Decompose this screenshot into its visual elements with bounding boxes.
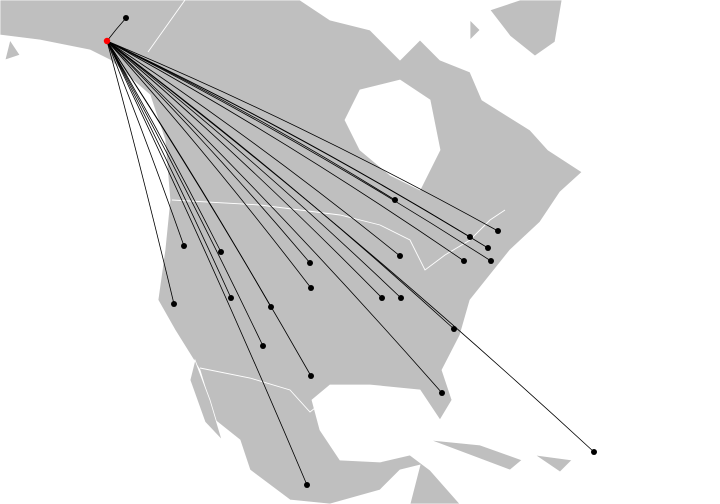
- destination-marker: [379, 295, 385, 301]
- destination-marker: [495, 228, 501, 234]
- baja: [189, 358, 223, 441]
- destination-marker: [218, 249, 224, 255]
- destination-marker: [171, 301, 177, 307]
- route-line: [106, 40, 312, 377]
- greenland: [489, 0, 563, 57]
- destination-marker: [451, 326, 457, 332]
- destination-marker: [260, 343, 266, 349]
- destination-marker: [304, 482, 310, 488]
- destination-marker: [307, 260, 313, 266]
- routes: [106, 17, 595, 486]
- route-line: [106, 40, 264, 347]
- origin-marker: [103, 37, 111, 45]
- route-line: [106, 40, 232, 299]
- route-line: [106, 40, 492, 262]
- route-line: [106, 40, 185, 247]
- destination-marker: [439, 390, 445, 396]
- route-line: [106, 40, 311, 264]
- route-line: [106, 40, 175, 305]
- route-line: [106, 40, 499, 232]
- route-line: [106, 40, 595, 453]
- destination-marker: [591, 449, 597, 455]
- hudson-bay: [344, 79, 441, 191]
- us-mexico-border: [199, 367, 326, 413]
- destination-marker: [181, 243, 187, 249]
- route-line: [106, 40, 443, 394]
- destination-marker: [488, 258, 494, 264]
- route-line: [106, 40, 383, 299]
- borders: [147, 0, 506, 413]
- destination-marker: [308, 285, 314, 291]
- islands: [4, 19, 481, 61]
- route-line: [106, 40, 222, 253]
- route-line: [106, 40, 402, 299]
- destination-marker: [398, 295, 404, 301]
- land: [0, 0, 583, 504]
- us-canada-border: [171, 199, 506, 271]
- route-line: [106, 40, 489, 249]
- destination-marker: [467, 234, 473, 240]
- route-line: [106, 40, 401, 257]
- destination-marker: [228, 295, 234, 301]
- route-line: [106, 40, 465, 262]
- destination-marker: [308, 373, 314, 379]
- destination-marker: [461, 258, 467, 264]
- destination-marker: [485, 245, 491, 251]
- north-america: [0, 0, 583, 504]
- destination-marker: [397, 253, 403, 259]
- route-line: [106, 40, 312, 289]
- hispaniola: [534, 454, 573, 473]
- destination-marker: [268, 304, 274, 310]
- destination-marker: [392, 197, 398, 203]
- destinations: [123, 15, 597, 488]
- alaska-border: [147, 0, 186, 53]
- destination-marker: [123, 15, 129, 21]
- cuba: [429, 439, 523, 471]
- route-line: [106, 40, 308, 486]
